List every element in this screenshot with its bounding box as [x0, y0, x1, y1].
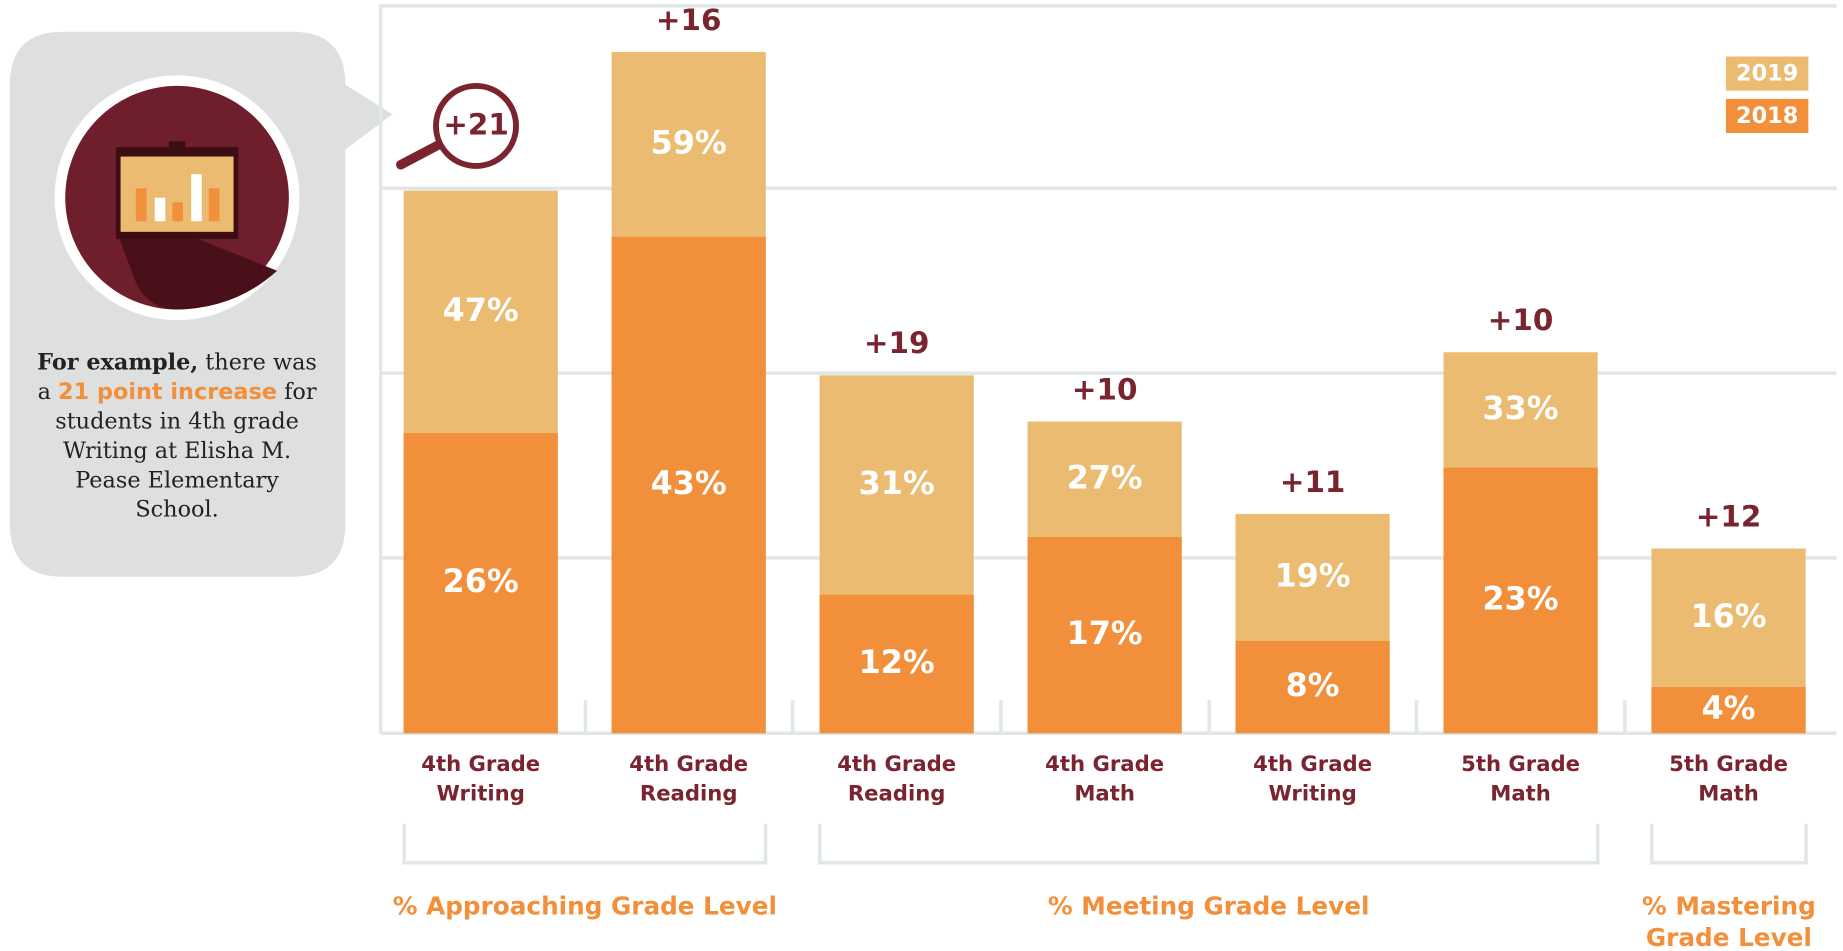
value-label: 8%: [1286, 668, 1340, 704]
value-label: 23%: [1483, 581, 1559, 617]
group-label: % Mastering: [1642, 891, 1816, 920]
annotation: +10: [1072, 372, 1138, 406]
x-tick-label: 4th Grade: [1045, 751, 1164, 776]
annotation: +12: [1696, 499, 1762, 533]
value-label: 47%: [443, 293, 519, 329]
x-tick-label: 4th Grade: [1253, 751, 1372, 776]
group-label: % Approaching Grade Level: [393, 891, 777, 920]
x-tick-label: 4th Grade: [837, 751, 956, 776]
value-label: 19%: [1275, 558, 1351, 594]
legend-label: 2019: [1736, 61, 1798, 87]
value-label: 33%: [1483, 391, 1559, 427]
x-tick-label: 4th Grade: [629, 751, 748, 776]
group-label: Grade Level: [1646, 923, 1812, 951]
value-label: 59%: [651, 125, 727, 161]
legend-label: 2018: [1736, 103, 1798, 129]
chart-icon: [55, 75, 300, 320]
x-tick-label: 5th Grade: [1461, 751, 1580, 776]
x-tick-label: Writing: [437, 780, 525, 805]
value-label: 12%: [859, 645, 935, 681]
callout-text: For example, there was a 21 point increa…: [36, 348, 318, 525]
value-label: 26%: [443, 564, 519, 600]
x-tick-label: 5th Grade: [1669, 751, 1788, 776]
chart: For example, there was a 21 point increa…: [0, 0, 1843, 951]
x-tick-label: Math: [1698, 780, 1759, 805]
annotation: +10: [1488, 303, 1554, 337]
x-tick-label: Reading: [640, 780, 738, 805]
callout-text-box: For example, there was a 21 point increa…: [36, 348, 318, 548]
value-label: 16%: [1691, 599, 1767, 635]
value-label: 4%: [1702, 691, 1756, 727]
value-label: 27%: [1067, 460, 1143, 496]
annotation: +21: [443, 107, 509, 141]
x-tick-label: Reading: [848, 780, 946, 805]
x-tick-label: 4th Grade: [421, 751, 540, 776]
x-tick-label: Math: [1074, 780, 1135, 805]
value-label: 17%: [1067, 616, 1143, 652]
callout-highlight: 21 point increase: [58, 379, 277, 405]
callout-bold: For example,: [37, 350, 198, 376]
x-tick-label: Math: [1490, 780, 1551, 805]
annotation: +11: [1280, 465, 1346, 499]
page: For example, there was a 21 point increa…: [0, 0, 1843, 951]
annotation: +16: [656, 3, 722, 37]
value-label: 43%: [651, 466, 727, 502]
group-label: % Meeting Grade Level: [1048, 891, 1370, 920]
x-tick-label: Writing: [1268, 780, 1356, 805]
annotation: +19: [864, 326, 930, 360]
value-label: 31%: [859, 466, 935, 502]
